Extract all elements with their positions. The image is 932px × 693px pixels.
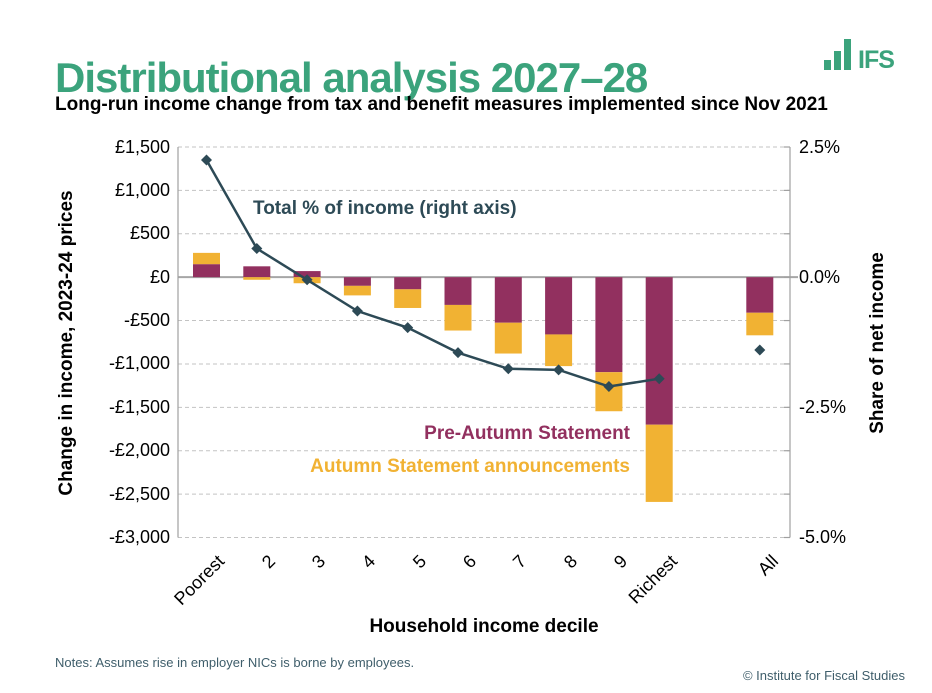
total-percent-line (201, 154, 766, 393)
y-axis-tick-label: -£1,000 (108, 353, 170, 374)
diamond-marker (553, 364, 565, 376)
bar-segment-autumn-statement (243, 277, 271, 280)
maroon-series-label: Pre-Autumn Statement (424, 423, 630, 444)
bar-segment-pre-autumn (293, 271, 321, 278)
line-series-label: Total % of income (right axis) (253, 198, 517, 219)
bars (193, 252, 774, 502)
logo-bar-chart-icon (834, 51, 841, 70)
logo-bar-chart-icon (824, 60, 831, 70)
bar-segment-autumn-statement (645, 424, 673, 502)
bar-segment-pre-autumn (193, 264, 220, 278)
diamond-marker (603, 381, 615, 393)
diamond-marker (653, 373, 665, 385)
logo-bar-chart-icon (844, 39, 851, 70)
y-axis-tick-label: -£1,500 (108, 396, 170, 417)
y-axis-tick-label: £1,000 (114, 179, 170, 200)
bar-segment-autumn-statement (746, 312, 774, 336)
bar-segment-pre-autumn (595, 277, 623, 373)
right-axis-tick-label: -2.5% (799, 396, 847, 417)
bar-segment-pre-autumn (343, 277, 371, 286)
diamond-marker (201, 154, 212, 166)
bar-segment-autumn-statement (444, 304, 472, 331)
diamond-marker (351, 305, 363, 317)
right-axis-tick-label: 2.5% (799, 136, 841, 157)
bar-segment-autumn-statement (394, 289, 422, 308)
bar-segment-autumn-statement (193, 252, 220, 265)
bar-segment-pre-autumn (545, 277, 573, 335)
diamond-marker (452, 347, 464, 359)
logo-text: IFS (858, 46, 895, 74)
diamond-marker (502, 363, 514, 375)
y-axis-tick-label: £500 (129, 223, 170, 244)
bar-segment-autumn-statement (494, 322, 522, 354)
bar-segment-pre-autumn (494, 277, 522, 323)
notes-text: Notes: Assumes rise in employer NICs is … (55, 655, 415, 670)
bar-segment-pre-autumn (243, 266, 271, 278)
bar-segment-pre-autumn (645, 277, 673, 425)
right-axis-ticks (784, 146, 790, 539)
diamond-marker (402, 322, 414, 334)
y-axis-tick-label: -£500 (123, 310, 170, 331)
copyright-text: © Institute for Fiscal Studies (742, 668, 905, 683)
amber-series-label: Autumn Statement announcements (310, 456, 630, 477)
y-axis-tick-label: -£3,000 (108, 527, 170, 547)
bar-segment-autumn-statement (343, 285, 371, 296)
y-axis-tick-label: £1,500 (114, 136, 170, 157)
bar-segment-autumn-statement (545, 334, 573, 367)
page-title: Distributional analysis 2027–28 (55, 54, 648, 102)
y-axis-tick-label: -£2,500 (108, 483, 170, 504)
left-axis-title: Change in income, 2023-24 prices (56, 190, 77, 496)
diamond-marker (301, 274, 313, 286)
bar-segment-pre-autumn (394, 277, 422, 290)
diamond-marker (754, 344, 766, 356)
chart-subtitle: Long-run income change from tax and bene… (55, 94, 828, 115)
ifs-logo: IFS (824, 38, 895, 74)
y-axis-tick-label: -£2,000 (108, 440, 170, 461)
gridlines (178, 146, 798, 538)
y-axis-tick-label: £0 (149, 266, 170, 287)
right-axis-tick-label: -5.0% (799, 527, 847, 547)
right-axis-tick-label: 0.0% (799, 266, 841, 287)
right-axis-title: Share of net income (867, 252, 888, 434)
diamond-marker (251, 243, 263, 255)
bar-segment-pre-autumn (746, 277, 774, 313)
bar-segment-pre-autumn (444, 277, 472, 305)
x-axis-title: Household income decile (369, 616, 599, 637)
